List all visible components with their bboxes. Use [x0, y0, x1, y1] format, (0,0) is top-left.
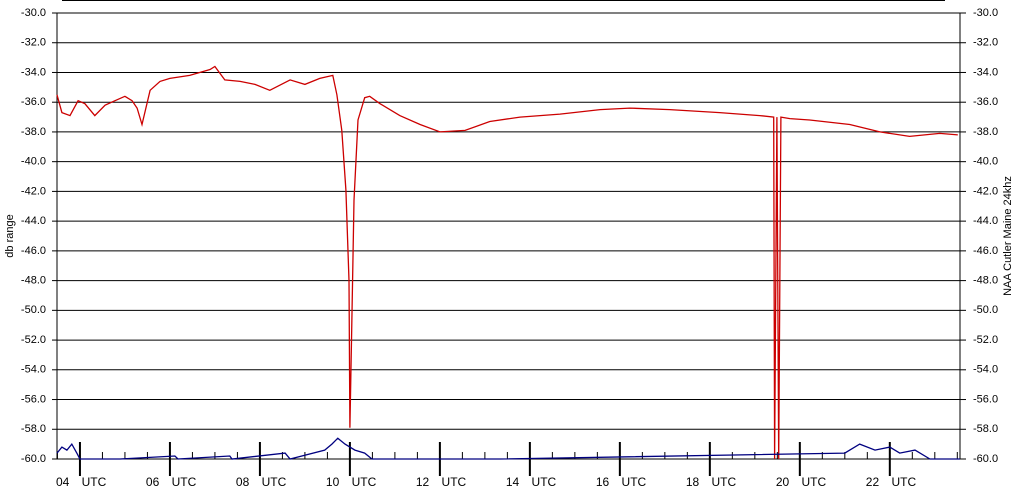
y2-tick-label: -54.0 — [973, 364, 998, 376]
y-tick-label: -30.0 — [21, 7, 46, 19]
y-tick-label: -54.0 — [21, 364, 46, 376]
x-tick-label: 22 UTC — [866, 475, 917, 489]
y-tick-label: -42.0 — [21, 185, 46, 197]
y-tick-label: -56.0 — [21, 393, 46, 405]
x-tick-label: 08 UTC — [236, 475, 287, 489]
y-tick-label: -36.0 — [21, 96, 46, 108]
series-line — [56, 437, 960, 460]
y-tick-label: -32.0 — [21, 37, 46, 49]
series-line — [56, 65, 958, 460]
y-tick-label: -38.0 — [21, 126, 46, 138]
x-tick-label: 10 UTC — [326, 475, 377, 489]
y2-tick-label: -60.0 — [973, 453, 998, 465]
y2-tick-label: -38.0 — [973, 126, 998, 138]
x-tick-label: 16 UTC — [596, 475, 647, 489]
y2-tick-label: -34.0 — [973, 66, 998, 78]
y-tick-label: -46.0 — [21, 245, 46, 257]
y2-tick-label: -56.0 — [973, 393, 998, 405]
y-tick-label: -34.0 — [21, 66, 46, 78]
y-tick-label: -58.0 — [21, 423, 46, 435]
y-tick-label: -52.0 — [21, 334, 46, 346]
y2-tick-label: -36.0 — [973, 96, 998, 108]
y2-tick-label: -58.0 — [973, 423, 998, 435]
y2-tick-label: -42.0 — [973, 185, 998, 197]
x-tick-label: 06 UTC — [146, 475, 197, 489]
y2-tick-label: -52.0 — [973, 334, 998, 346]
y2-tick-label: -46.0 — [973, 245, 998, 257]
y2-tick-label: -48.0 — [973, 275, 998, 287]
y-tick-label: -40.0 — [21, 156, 46, 168]
y-tick-label: -50.0 — [21, 304, 46, 316]
x-tick-label: 14 UTC — [506, 475, 557, 489]
y2-tick-label: -50.0 — [973, 304, 998, 316]
y2-tick-label: -32.0 — [973, 37, 998, 49]
y-tick-label: -44.0 — [21, 215, 46, 227]
x-tick-label: 18 UTC — [686, 475, 737, 489]
y2-tick-label: -30.0 — [973, 7, 998, 19]
y2-tick-label: -40.0 — [973, 156, 998, 168]
y-tick-label: -48.0 — [21, 275, 46, 287]
y-tick-label: -60.0 — [21, 453, 46, 465]
y-axis-title: db range — [4, 214, 16, 257]
x-tick-label: 04 UTC — [56, 475, 107, 489]
x-tick-label: 20 UTC — [776, 475, 827, 489]
y2-tick-label: -44.0 — [973, 215, 998, 227]
y2-axis-title: NAA Cutler Maine 24khz — [1002, 176, 1014, 296]
x-tick-label: 12 UTC — [416, 475, 467, 489]
